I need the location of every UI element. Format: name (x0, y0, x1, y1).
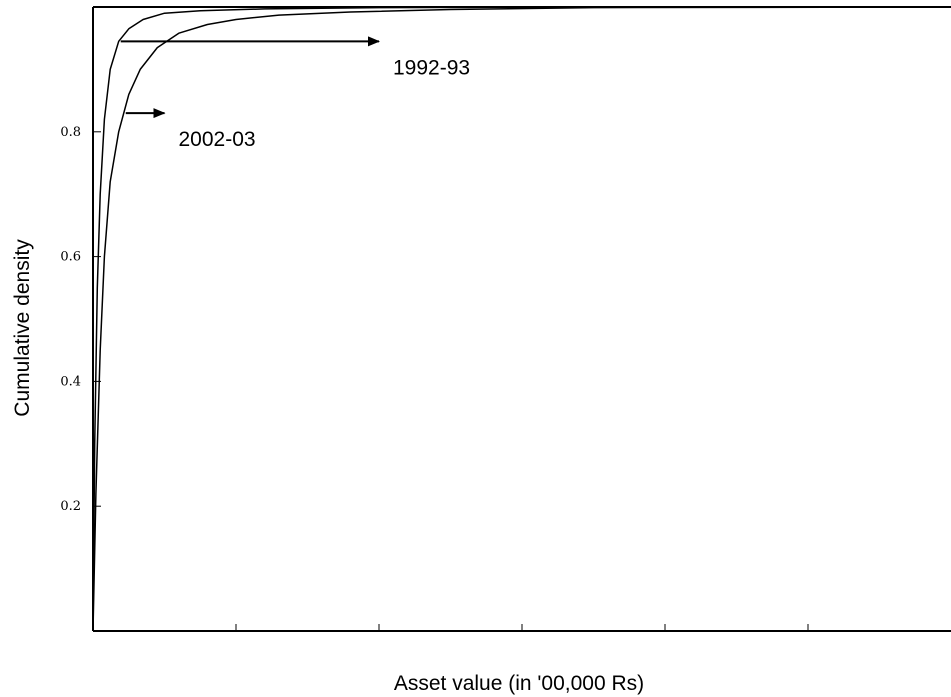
series-line-2002-03 (92, 6, 951, 632)
y-tick-label: 0.8 (60, 125, 81, 140)
annotations: 1992-93 2002-03 (120, 36, 470, 151)
series-line-1992-93 (92, 6, 951, 632)
y-tick-label: 0.4 (60, 374, 81, 389)
x-axis-ticks (235, 624, 809, 631)
annotation-label: 2002-03 (179, 128, 256, 151)
y-axis-title: Cumulative density (11, 239, 34, 417)
series-lines (92, 6, 951, 632)
y-tick-label: 0.6 (60, 250, 81, 265)
y-axis-ticks: 0.2 0.4 0.6 0.8 (60, 125, 101, 514)
annotation-label: 1992-93 (393, 56, 470, 79)
y-tick-label: 0.2 (60, 499, 81, 514)
plot-frame (92, 6, 951, 632)
x-axis-title: Asset value (in '00,000 Rs) (394, 672, 644, 695)
